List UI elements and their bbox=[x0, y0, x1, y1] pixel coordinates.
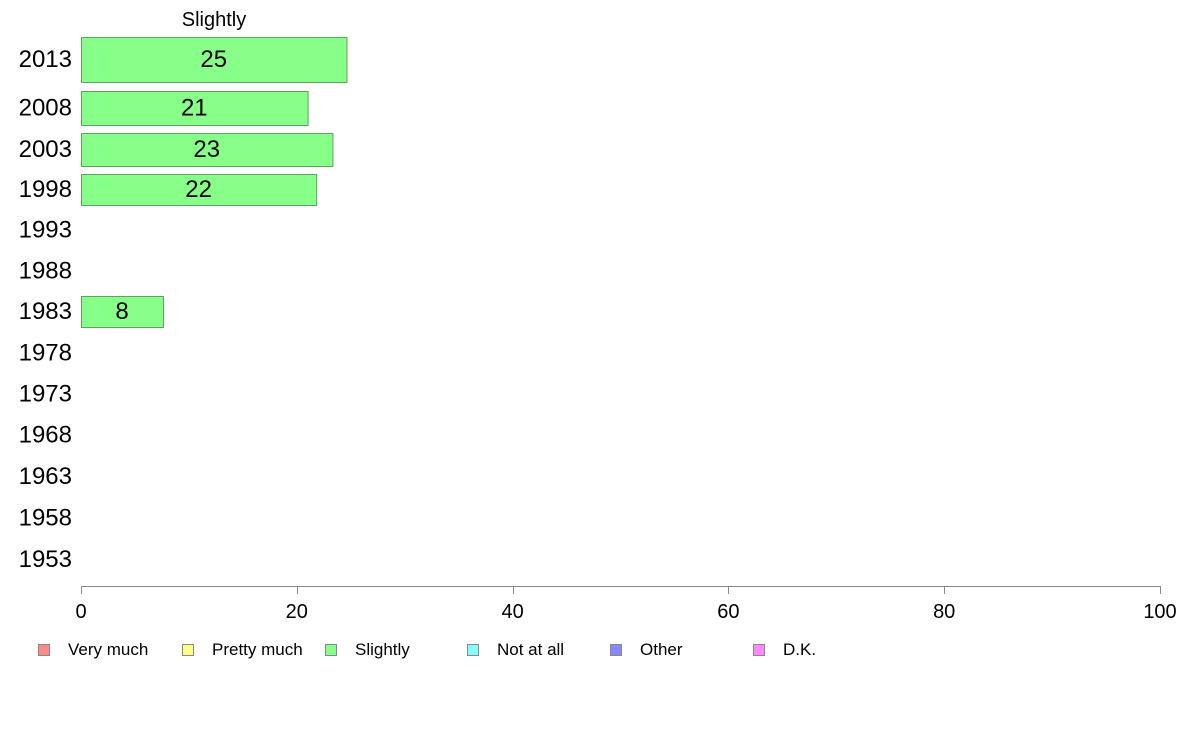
legend-swatch bbox=[753, 644, 765, 656]
bar bbox=[81, 174, 318, 206]
bar-row-1988: 1988 bbox=[19, 258, 72, 285]
legend-item: Slightly bbox=[325, 638, 410, 662]
category-label: 2003 bbox=[19, 136, 72, 163]
category-label: 1973 bbox=[19, 381, 72, 408]
x-tick-label: 40 bbox=[501, 601, 523, 623]
category-label: 1983 bbox=[19, 298, 72, 325]
legend-label: Very much bbox=[68, 640, 149, 659]
legend-item: Pretty much bbox=[182, 638, 303, 662]
category-label: 1953 bbox=[19, 546, 72, 573]
data-label: 8 bbox=[115, 298, 128, 325]
bar-row-1978: 1978 bbox=[19, 340, 72, 367]
bar-row-1998: 1998 22 bbox=[19, 174, 318, 206]
legend-label: Other bbox=[640, 640, 683, 659]
category-label: 2008 bbox=[19, 95, 72, 122]
bar-row-1958: 1958 bbox=[19, 505, 72, 532]
category-label: 1978 bbox=[19, 340, 72, 367]
bar bbox=[81, 91, 309, 126]
bar-row-1973: 1973 bbox=[19, 381, 72, 408]
bar bbox=[81, 133, 334, 167]
bar-row-2003: 2003 23 bbox=[19, 133, 334, 167]
bar-row-2013: 2013 25 bbox=[19, 37, 348, 83]
legend-item: Other bbox=[610, 638, 683, 662]
bar-row-1953: 1953 bbox=[19, 546, 72, 573]
x-tick-label: 80 bbox=[933, 601, 955, 623]
bar bbox=[81, 296, 165, 328]
category-label: 1968 bbox=[19, 422, 72, 449]
legend-swatch bbox=[38, 644, 50, 656]
data-label: 22 bbox=[185, 176, 212, 203]
category-label: 1988 bbox=[19, 258, 72, 285]
bar-row-1968: 1968 bbox=[19, 422, 72, 449]
chart-title: Slightly bbox=[182, 9, 246, 31]
legend-label: Not at all bbox=[497, 640, 565, 659]
category-label: 1958 bbox=[19, 505, 72, 532]
category-label: 1993 bbox=[19, 217, 72, 244]
data-label: 25 bbox=[200, 46, 227, 73]
legend-item: Not at all bbox=[467, 638, 564, 662]
bar-row-2008: 2008 21 bbox=[19, 91, 309, 126]
category-label: 1998 bbox=[19, 176, 72, 203]
category-label: 2013 bbox=[19, 46, 72, 73]
bar-row-1983: 1983 8 bbox=[19, 296, 165, 328]
legend-swatch bbox=[610, 644, 622, 656]
x-tick-label: 20 bbox=[286, 601, 308, 623]
x-tick-label: 100 bbox=[1143, 601, 1176, 623]
data-label: 21 bbox=[181, 95, 208, 122]
legend-item: D.K. bbox=[753, 638, 816, 662]
bar bbox=[81, 37, 348, 83]
data-label: 23 bbox=[193, 136, 220, 163]
legend: Very much Pretty much Slightly Not at all Ot… bbox=[0, 638, 1188, 662]
legend-label: D.K. bbox=[783, 640, 817, 659]
legend-label: Slightly bbox=[355, 640, 410, 659]
x-axis: 0 20 40 60 80 100 bbox=[75, 586, 1177, 623]
category-label: 1963 bbox=[19, 463, 72, 490]
bar-row-1993: 1993 bbox=[19, 217, 72, 244]
legend-swatch bbox=[325, 644, 337, 656]
legend-item: Very much bbox=[38, 638, 148, 662]
x-tick-label: 60 bbox=[717, 601, 739, 623]
bar-row-1963: 1963 bbox=[19, 463, 72, 490]
legend-label: Pretty much bbox=[212, 640, 303, 659]
x-tick-label: 0 bbox=[75, 601, 86, 623]
legend-swatch bbox=[467, 644, 479, 656]
legend-swatch bbox=[182, 644, 194, 656]
bar-rows: 2013 25 2008 21 2003 23 1998 22 1993 1988 1983 8 197… bbox=[19, 37, 348, 573]
